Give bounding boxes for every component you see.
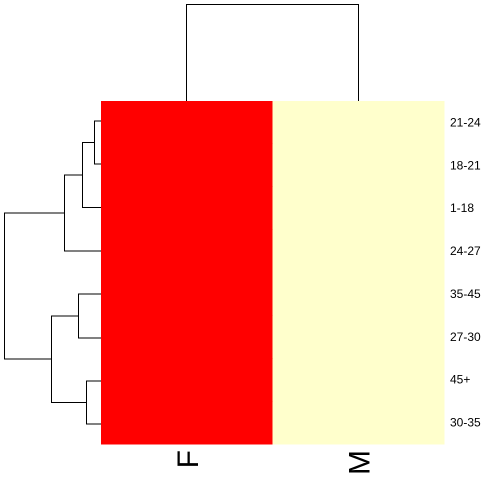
- row-dendrogram-branch-1: [94, 120, 101, 165]
- heatmap-cell-27-30-M: [272, 315, 445, 359]
- column-label: F: [172, 450, 205, 468]
- row-dendrogram-branch-6: [51, 315, 87, 403]
- heatmap-cell-30-35-F: [101, 401, 273, 445]
- row-label: 30-35: [450, 416, 481, 430]
- row-dendrogram-branch-7: [4, 212, 65, 360]
- heatmap-cell-18-21-F: [101, 143, 273, 188]
- row-label: 35-45: [450, 287, 481, 301]
- column-dendrogram: [186, 4, 359, 101]
- heatmap-cell-24-27-F: [101, 229, 273, 273]
- heatmap-cells: [101, 101, 445, 445]
- heatmap-cell-21-24-F: [101, 101, 273, 145]
- row-labels: 21-24 18-21 1-18 24-27 35-45 27-30 45+ 30-35: [450, 115, 481, 429]
- heatmap-cell-35-45-F: [101, 272, 273, 316]
- heatmap-cell-45+-M: [272, 358, 445, 402]
- row-dendrogram-branch-2: [82, 142, 101, 208]
- column-dendrogram-branch: [186, 4, 359, 101]
- heatmap-cell-21-24-M: [272, 101, 445, 145]
- heatmap-cell-35-45-M: [272, 272, 445, 316]
- heatmap-cell-30-35-M: [272, 401, 445, 445]
- column-label: M: [343, 450, 376, 475]
- row-label: 1-18: [450, 201, 474, 215]
- row-label: 24-27: [450, 244, 481, 258]
- row-label: 18-21: [450, 158, 481, 172]
- row-dendrogram: [4, 120, 101, 425]
- heatmap-cell-45+-F: [101, 358, 273, 402]
- heatmap-cell-27-30-F: [101, 315, 273, 359]
- row-label: 27-30: [450, 330, 481, 344]
- heatmap-cell-18-21-M: [272, 143, 445, 188]
- heatmap-cell-1-18-M: [272, 186, 445, 231]
- heatmap-cell-1-18-F: [101, 186, 273, 231]
- row-label: 21-24: [450, 115, 481, 129]
- row-label: 45+: [450, 373, 470, 387]
- heatmap-cell-24-27-M: [272, 229, 445, 273]
- row-dendrogram-branch-4: [78, 293, 101, 339]
- row-dendrogram-branch-5: [86, 380, 101, 425]
